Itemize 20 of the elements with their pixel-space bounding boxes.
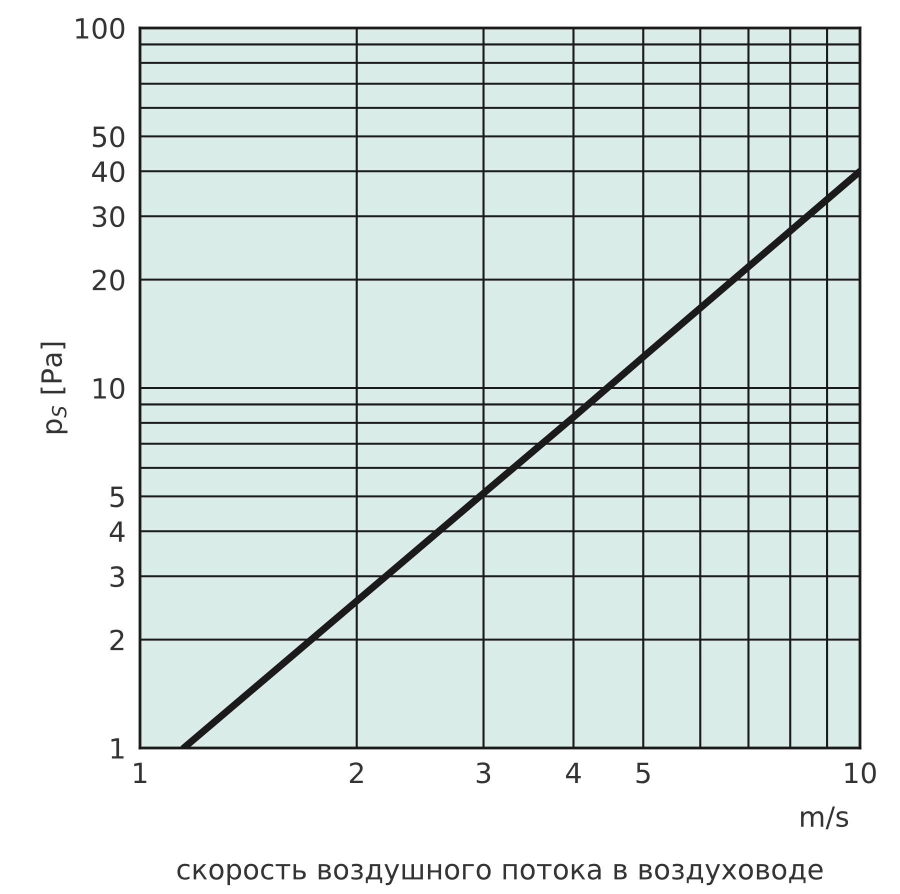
- y-tick-label: 3: [110, 566, 124, 588]
- x-tick-label: 10: [845, 762, 876, 784]
- y-tick-label: 4: [110, 522, 125, 542]
- y-tick-label: 50: [92, 126, 124, 148]
- y-tick-label: 40: [92, 161, 124, 182]
- y-tick-label: 1: [111, 738, 124, 759]
- y-tick-label: 2: [110, 630, 124, 650]
- y-tick-label: 100: [76, 18, 124, 39]
- x-tick-label: 3: [476, 762, 490, 784]
- x-tick-label: 2: [350, 762, 363, 783]
- y-tick-label: 10: [94, 378, 124, 399]
- x-tick-label: 1: [134, 762, 146, 783]
- y-axis-title: p$_{S}$ [Pa]: [40, 342, 68, 434]
- text: m/s: [801, 806, 848, 830]
- y-tick-label: 20: [92, 270, 124, 291]
- x-tick-label: 4: [566, 762, 581, 783]
- x-tick-label: 5: [636, 762, 650, 784]
- y-tick-label: 5: [110, 486, 124, 508]
- x-axis-title: скорость воздушного потока в воздуховоде: [177, 864, 823, 886]
- y-tick-label: 30: [92, 206, 124, 228]
